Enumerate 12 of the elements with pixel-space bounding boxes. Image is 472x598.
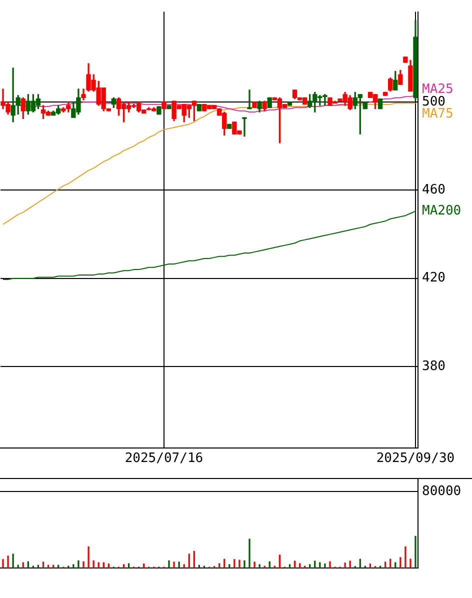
y-tick-label: 420 [422,270,446,286]
y-tick-label: 460 [422,182,446,198]
candlestick [247,90,252,110]
series-label: MA75 [422,106,454,122]
series-label: MA25 [422,82,454,97]
y-tick-label: 500 [422,94,446,110]
candlestick [242,117,247,137]
y-tick-label: 380 [422,358,446,374]
series-label: MA200 [422,204,462,219]
text: 80000 [422,484,462,499]
x-tick-label: 2025/07/16 [124,451,204,466]
x-tick-label: 2025/09/30 [376,451,455,466]
